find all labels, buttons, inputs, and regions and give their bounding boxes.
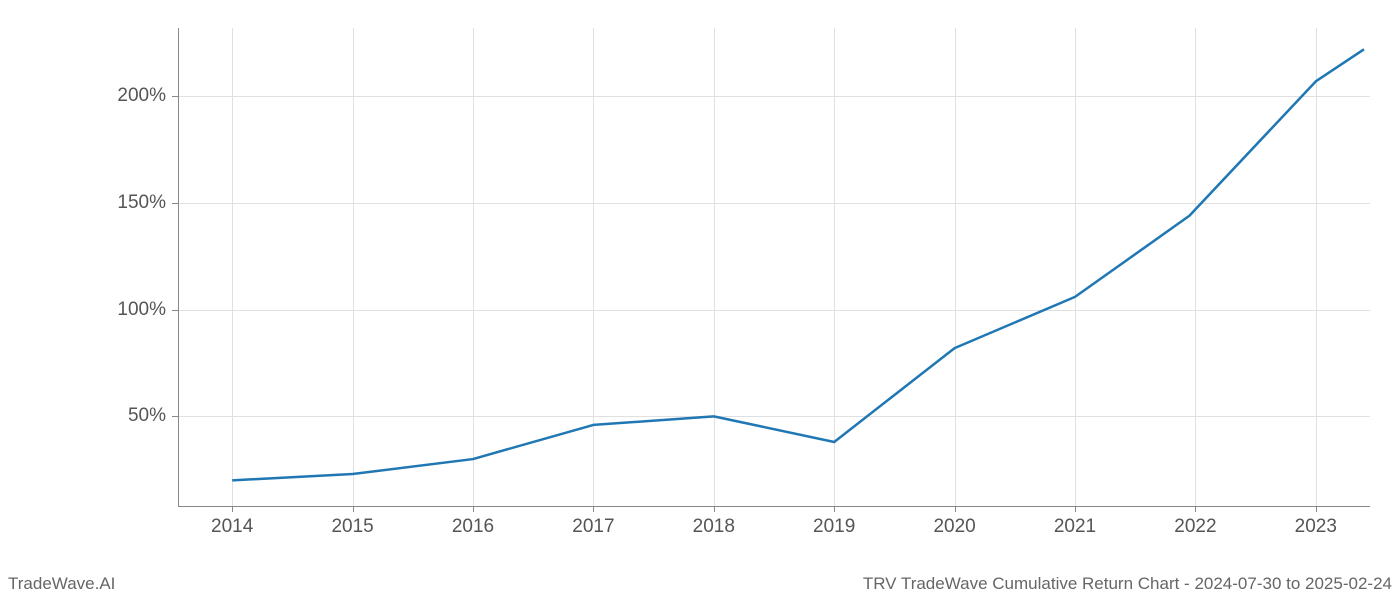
footer-right-label: TRV TradeWave Cumulative Return Chart - …	[863, 574, 1392, 594]
x-tick-label: 2017	[572, 516, 614, 538]
x-tick-label: 2019	[813, 516, 855, 538]
x-tick-label: 2015	[331, 516, 373, 538]
x-tick-label: 2020	[933, 516, 975, 538]
x-tick-label: 2021	[1054, 516, 1096, 538]
y-tick-label: 150%	[108, 192, 166, 214]
x-tick-label: 2023	[1295, 516, 1337, 538]
x-tick-label: 2022	[1174, 516, 1216, 538]
x-tick-label: 2016	[452, 516, 494, 538]
y-tick-label: 100%	[108, 299, 166, 321]
chart-container: TradeWave.AI TRV TradeWave Cumulative Re…	[0, 0, 1400, 600]
x-tick-label: 2018	[693, 516, 735, 538]
line-series-svg	[0, 0, 1400, 600]
x-tick-label: 2014	[211, 516, 253, 538]
y-tick-label: 50%	[108, 405, 166, 427]
line-series	[232, 49, 1364, 480]
footer-left-label: TradeWave.AI	[8, 574, 115, 594]
x-axis-spine	[178, 506, 1370, 507]
y-tick-label: 200%	[108, 85, 166, 107]
y-axis-spine	[178, 28, 179, 506]
